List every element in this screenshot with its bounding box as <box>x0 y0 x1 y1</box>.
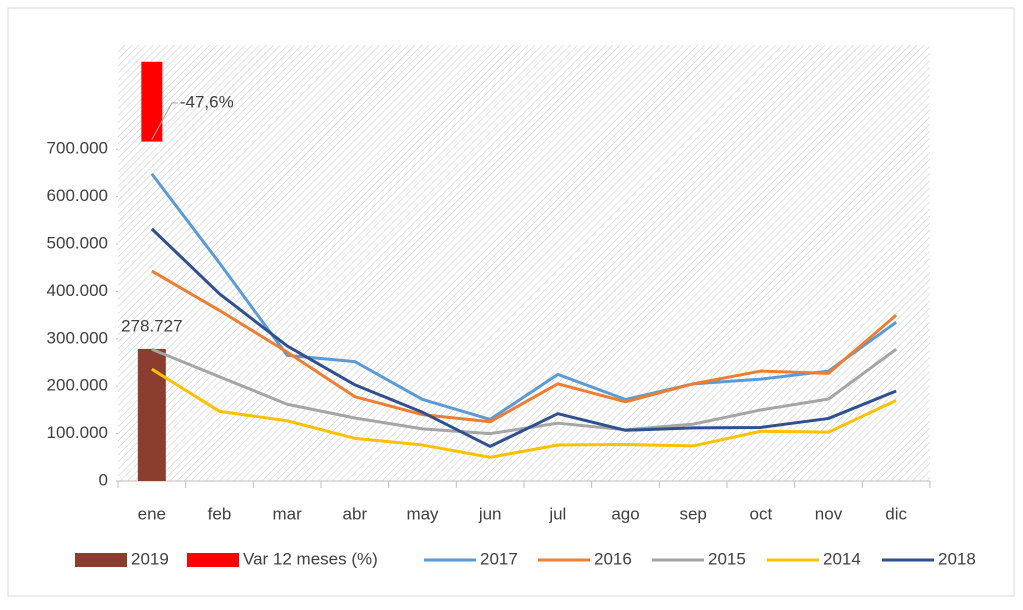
legend-label: Var 12 meses (%) <box>243 549 378 568</box>
data-label: -47,6% <box>180 92 234 111</box>
legend-swatch <box>75 553 127 567</box>
y-tick-label: 600.000 <box>47 186 108 205</box>
bar <box>141 61 163 142</box>
x-tick-label: nov <box>815 504 843 523</box>
line-series <box>150 172 898 421</box>
x-tick-label: oct <box>749 504 772 523</box>
x-tick-label: ene <box>138 504 166 523</box>
y-tick-label: 0 <box>99 470 108 489</box>
plot-area <box>118 45 930 481</box>
x-tick-label: ago <box>611 504 639 523</box>
legend-label: 2014 <box>823 549 861 568</box>
data-label: 278.727 <box>121 316 182 335</box>
x-tick-label: jul <box>548 504 566 523</box>
x-tick-label: mar <box>273 504 303 523</box>
x-tick-label: jun <box>478 504 502 523</box>
line-series <box>151 269 898 424</box>
legend-label: 2019 <box>131 549 169 568</box>
legend-label: 2017 <box>480 549 518 568</box>
y-tick-label: 200.000 <box>47 376 108 395</box>
legend-label: 2015 <box>708 549 746 568</box>
y-tick-label: 300.000 <box>47 328 108 347</box>
y-tick-label: 100.000 <box>47 423 108 442</box>
x-tick-label: feb <box>208 504 232 523</box>
y-tick-label: 500.000 <box>47 234 108 253</box>
x-tick-label: may <box>406 504 439 523</box>
legend-label: 2016 <box>594 549 632 568</box>
bar <box>137 348 166 481</box>
x-tick-label: sep <box>679 504 706 523</box>
line-series <box>151 367 897 459</box>
legend-label: 2018 <box>938 549 976 568</box>
y-tick-label: 400.000 <box>47 281 108 300</box>
x-tick-label: abr <box>343 504 368 523</box>
y-tick-label: 700.000 <box>47 139 108 158</box>
leader-line <box>151 102 178 140</box>
line-series <box>150 227 897 448</box>
legend-swatch <box>187 553 239 567</box>
x-tick-label: dic <box>885 504 907 523</box>
